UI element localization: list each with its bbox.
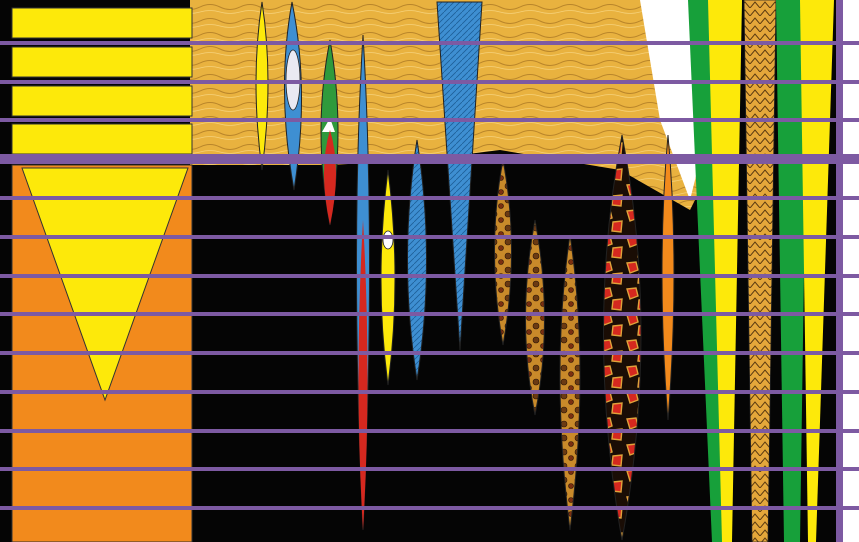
purple-bar bbox=[0, 312, 859, 316]
purple-bar bbox=[0, 235, 859, 239]
purple-bar bbox=[0, 351, 859, 355]
purple-bar bbox=[0, 429, 859, 433]
star-icon bbox=[322, 118, 335, 132]
yellow-band-1 bbox=[11, 7, 193, 39]
blue-cone bbox=[436, 1, 483, 351]
purple-bar bbox=[0, 467, 859, 471]
feather-stripe bbox=[743, 0, 777, 542]
yellow-inverted-triangle bbox=[21, 167, 189, 402]
purple-bar bbox=[0, 506, 859, 510]
purple-bars bbox=[0, 41, 859, 510]
purple-bar bbox=[0, 390, 859, 394]
purple-bar bbox=[0, 196, 859, 200]
yellow-band-4 bbox=[11, 123, 193, 155]
purple-bar bbox=[0, 80, 859, 84]
yellow-band-2 bbox=[11, 46, 193, 78]
white-light-area bbox=[640, 0, 700, 200]
eye-mark bbox=[382, 230, 394, 250]
purple-edge-column bbox=[836, 0, 843, 542]
yellow-band-3 bbox=[11, 85, 193, 117]
leopard-spindle-2 bbox=[525, 219, 545, 416]
green-stripe-right bbox=[776, 0, 808, 542]
yellow-stripe-left bbox=[708, 0, 742, 542]
leopard-spindle-3 bbox=[559, 234, 581, 531]
long-spindle-lower bbox=[358, 220, 368, 530]
leopard-spindle-1 bbox=[494, 159, 512, 346]
purple-bar-thick bbox=[0, 154, 859, 164]
red-spindle bbox=[324, 130, 336, 225]
yellow-stripe-right bbox=[800, 0, 834, 542]
purple-bar bbox=[0, 41, 859, 45]
purple-bar bbox=[0, 118, 859, 122]
purple-bar bbox=[0, 274, 859, 278]
